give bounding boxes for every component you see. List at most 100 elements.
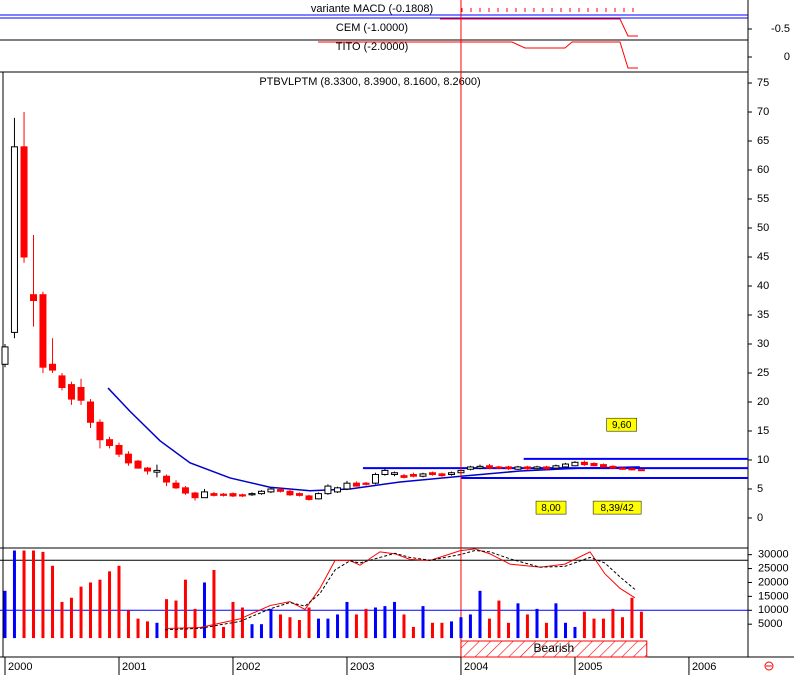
y-tick-label: 65: [757, 135, 769, 147]
candle-body: [533, 466, 541, 470]
volume-bar: [411, 626, 415, 639]
volume-bar: [383, 606, 387, 639]
y-tick-label: 15: [757, 425, 769, 437]
y-tick-label: 0: [757, 512, 763, 524]
candle-body: [277, 489, 285, 492]
volume-bar: [544, 622, 548, 639]
volume-bar: [373, 607, 377, 639]
tito-line: [318, 41, 638, 69]
volume-bar: [165, 599, 169, 639]
y-tick-label: 15000: [758, 590, 789, 602]
candle-body: [466, 466, 474, 470]
candle-body: [485, 465, 493, 469]
cem-line: [440, 18, 638, 37]
volume-bar: [450, 621, 454, 639]
candle-body: [523, 466, 531, 470]
candle-body: [77, 386, 85, 401]
volume-bar: [487, 618, 491, 639]
candle-body: [428, 472, 436, 475]
candle-body: [1, 346, 9, 365]
candle-body: [49, 363, 57, 371]
volume-bar: [98, 579, 102, 639]
candle-body: [352, 482, 360, 487]
annotation-box: [535, 500, 567, 515]
candle-body: [286, 490, 294, 496]
candle-body: [163, 475, 171, 483]
volume-bar: [459, 617, 463, 639]
candle-body: [106, 439, 114, 446]
y-tick-label: 5: [757, 483, 763, 495]
y-tick-label: -0.5: [771, 23, 790, 35]
volume-bar: [516, 603, 520, 639]
y-tick-label: 60: [757, 164, 769, 176]
candle-body: [542, 466, 550, 470]
volume-bar: [345, 601, 349, 639]
candle-body: [580, 461, 588, 466]
candle-body: [10, 146, 18, 333]
candle-body: [191, 492, 199, 499]
volume-bar: [155, 622, 159, 639]
candle-body: [257, 490, 265, 495]
candle-body: [96, 421, 104, 441]
volume-bar: [326, 618, 330, 639]
candle-body: [599, 464, 607, 468]
candle-body: [514, 466, 522, 470]
candle-body: [295, 493, 303, 496]
volume-bar: [582, 611, 586, 639]
candle-body: [362, 482, 370, 485]
candle-body: [67, 384, 75, 400]
candle-body: [229, 493, 237, 497]
candle-body: [181, 487, 189, 494]
volume-bar: [69, 597, 73, 639]
volume-bar: [354, 614, 358, 639]
annotation-label: 8,39/42: [600, 503, 634, 514]
y-tick-label: 0: [784, 51, 790, 63]
candle-body: [400, 475, 408, 478]
candle-body: [371, 473, 379, 484]
volume-bar: [402, 614, 406, 639]
volume-bar: [212, 569, 216, 639]
candle-body: [267, 488, 275, 493]
candle-body: [172, 482, 180, 489]
oscillator-line: [165, 549, 636, 631]
candle-body: [381, 469, 389, 475]
candle-body: [505, 466, 513, 470]
indicator-label: TITO (-2.0000): [336, 41, 409, 53]
volume-bar: [620, 617, 624, 639]
candle-body: [618, 467, 626, 470]
bearish-band: Bearish: [460, 640, 648, 658]
candle-body: [609, 465, 617, 469]
volume-bar: [497, 600, 501, 639]
volume-bar: [421, 606, 425, 639]
candle-body: [153, 469, 161, 473]
y-tick-label: 25: [757, 367, 769, 379]
y-tick-label: 30: [757, 338, 769, 350]
volume-bar: [108, 571, 112, 639]
candle-body: [561, 463, 569, 468]
volume-bar: [193, 608, 197, 639]
candle-body: [590, 462, 598, 467]
candle-body: [305, 495, 313, 500]
moving-average: [107, 387, 640, 492]
candle-body: [210, 493, 218, 496]
candle-body: [391, 472, 399, 475]
y-tick-label: 20: [757, 396, 769, 408]
candle-body: [448, 472, 456, 475]
volume-bar: [136, 618, 140, 639]
candle-body: [20, 146, 28, 258]
volume-bar: [592, 618, 596, 639]
volume-bar: [336, 614, 340, 639]
volume-bar: [440, 622, 444, 639]
volume-bar: [393, 601, 397, 639]
chart-title: PTBVLPTM (8.3300, 8.3900, 8.1600, 8.2600…: [259, 76, 480, 88]
volume-bar: [307, 607, 311, 639]
volume-bar: [51, 565, 55, 639]
volume-bar: [222, 626, 226, 639]
volume-bar: [297, 620, 301, 639]
candle-body: [124, 453, 132, 464]
volume-bar: [60, 601, 64, 639]
y-tick-label: 55: [757, 193, 769, 205]
indicator-label: CEM (-1.0000): [336, 22, 408, 34]
candle-body: [238, 494, 246, 497]
